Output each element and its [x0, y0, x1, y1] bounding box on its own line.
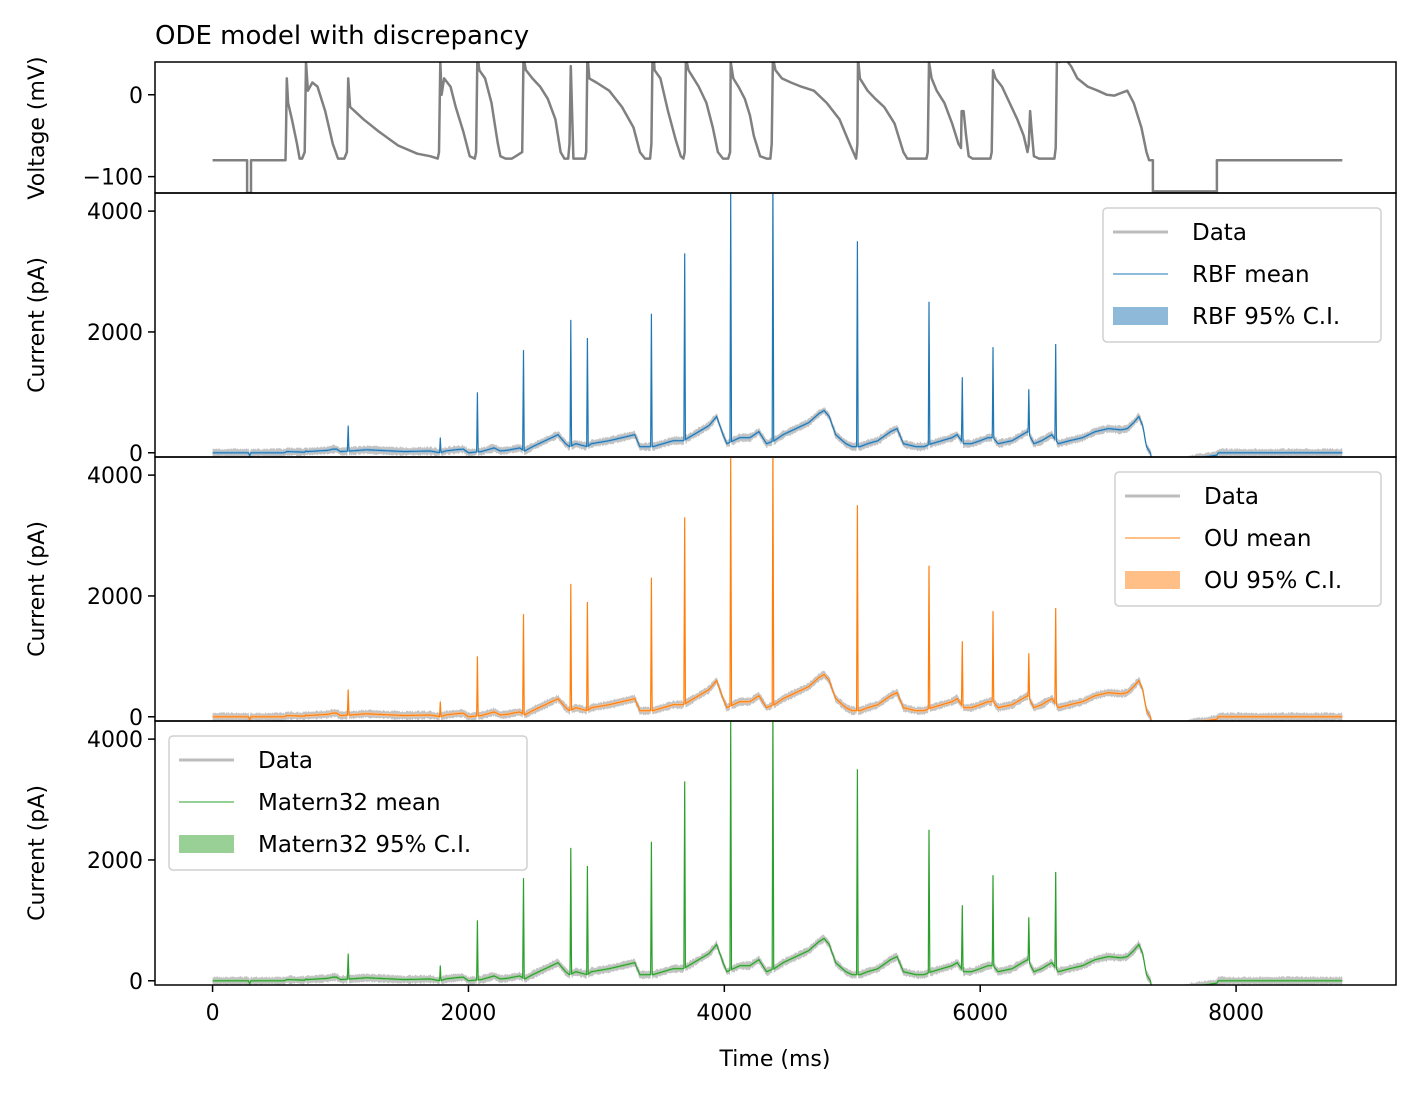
- y-tick-label: −100: [83, 166, 143, 191]
- voltage-panel: 0 −100 Voltage (mV): [25, 56, 1397, 200]
- ou-legend-ci-label: OU 95% C.I.: [1204, 568, 1342, 594]
- x-tick-label: 4000: [696, 1001, 752, 1026]
- y-tick-label: 2000: [87, 321, 143, 346]
- x-tick-label: 2000: [440, 1001, 496, 1026]
- rbf-y-ticks: 0 2000 4000: [87, 200, 155, 467]
- ou-legend-mean-label: OU mean: [1204, 526, 1311, 552]
- matern32-legend: Data Matern32 mean Matern32 95% C.I.: [168, 735, 528, 871]
- rbf-legend-mean-label: RBF mean: [1192, 262, 1310, 288]
- ou-legend-data-label: Data: [1204, 484, 1259, 510]
- x-tick-label: 0: [206, 1001, 220, 1026]
- matern32-legend-box: [168, 735, 528, 871]
- x-tick-label: 6000: [952, 1001, 1008, 1026]
- matern32-legend-data-label: Data: [258, 748, 313, 774]
- y-tick-label: 0: [129, 706, 143, 731]
- y-tick-label: 0: [129, 442, 143, 467]
- matern32-legend-mean-label: Matern32 mean: [258, 790, 441, 816]
- ou-legend: Data OU mean OU 95% C.I.: [1114, 471, 1382, 607]
- x-ticks: 0 2000 4000 6000 8000: [206, 985, 1264, 1026]
- y-tick-label: 4000: [87, 464, 143, 489]
- y-tick-label: 4000: [87, 200, 143, 225]
- y-tick-label: 2000: [87, 585, 143, 610]
- ou-legend-ci-swatch: [1125, 571, 1180, 589]
- voltage-y-axis-label: Voltage (mV): [25, 56, 50, 199]
- voltage-plot-area: [212, 62, 1343, 193]
- rbf-panel: 0 2000 4000 Current (pA) Data RBF mean RBF…: [25, 192, 1397, 467]
- rbf-plot-area: [212, 193, 1343, 457]
- rbf-legend-box: [1102, 207, 1382, 343]
- ou-plot-area: [212, 457, 1343, 721]
- voltage-line: [212, 62, 1343, 193]
- ou-y-ticks: 0 2000 4000: [87, 464, 155, 731]
- ou-legend-box: [1114, 471, 1382, 607]
- rbf-legend-data-label: Data: [1192, 220, 1247, 246]
- ou-panel: 0 2000 4000 Current (pA) Data OU mean OU 9…: [25, 456, 1397, 731]
- x-tick-label: 8000: [1208, 1001, 1264, 1026]
- y-tick-label: 4000: [87, 728, 143, 753]
- y-tick-label: 0: [129, 970, 143, 995]
- x-axis-label: Time (ms): [719, 1047, 831, 1072]
- rbf-legend-ci-label: RBF 95% C.I.: [1192, 304, 1340, 330]
- y-tick-label: 0: [129, 84, 143, 109]
- rbf-mean-line: [212, 193, 1343, 457]
- matern32-legend-ci-swatch: [179, 835, 234, 853]
- rbf-legend-ci-swatch: [1113, 307, 1168, 325]
- y-tick-label: 2000: [87, 849, 143, 874]
- matern32-axes-frame: [154, 720, 1397, 986]
- matern32-plot-area: [212, 721, 1343, 985]
- matern32-y-ticks: 0 2000 4000: [87, 728, 155, 995]
- rbf-legend: Data RBF mean RBF 95% C.I.: [1102, 207, 1382, 343]
- ou-y-axis-label: Current (pA): [25, 521, 50, 657]
- matern32-y-axis-label: Current (pA): [25, 785, 50, 921]
- voltage-axes-frame: [154, 61, 1397, 194]
- matern32-panel: 0 2000 4000 0 2000 4000 6000 8000 Current (pA)…: [25, 720, 1397, 1072]
- ou-mean-line: [212, 457, 1343, 721]
- voltage-y-ticks: 0 −100: [83, 84, 155, 191]
- matern32-legend-ci-label: Matern32 95% C.I.: [258, 832, 471, 858]
- matern32-mean-line: [212, 721, 1343, 985]
- rbf-y-axis-label: Current (pA): [25, 257, 50, 393]
- chart-title: ODE model with discrepancy: [155, 21, 529, 51]
